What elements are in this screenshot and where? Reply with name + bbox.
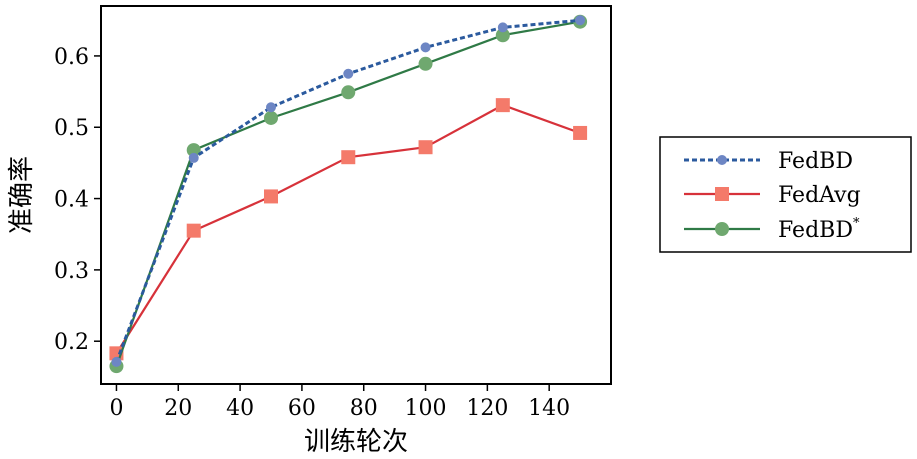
legend-marker-swatch (715, 222, 729, 236)
axis-ticks: 0 20 40 60 80 100 120 140 0.2 0.3 0.4 0.5 0.6 (54, 45, 570, 421)
legend-label-text: FedBD (778, 149, 853, 174)
data-point (343, 68, 354, 79)
series-line (115, 103, 581, 354)
plot-frame (100, 5, 612, 385)
series-group (111, 15, 586, 367)
data-point (341, 150, 356, 165)
y-tick-label: 0.3 (54, 259, 89, 284)
x-tick-label: 100 (405, 396, 447, 421)
data-point (495, 98, 510, 113)
data-point (264, 110, 278, 125)
legend-marker-swatch (715, 187, 729, 201)
data-point (266, 102, 276, 113)
legend-item: FedAvg (684, 183, 861, 208)
x-tick-label: 80 (350, 396, 378, 421)
y-axis-title: 准确率 (7, 156, 37, 234)
data-point (573, 125, 588, 140)
legend-label: FedBD (778, 149, 853, 174)
x-axis-title: 训练轮次 (304, 427, 408, 457)
data-point (497, 22, 508, 33)
data-point (188, 152, 199, 163)
x-tick-label: 60 (288, 396, 316, 421)
data-point (495, 28, 510, 43)
data-point (420, 42, 431, 53)
data-point (111, 356, 122, 367)
data-point (186, 223, 201, 238)
series-layer (109, 14, 588, 374)
data-point (341, 85, 356, 100)
series-group (109, 98, 588, 361)
y-tick-label: 0.2 (54, 330, 89, 355)
legend-label-superscript: * (853, 216, 860, 231)
y-tick-label: 0.6 (54, 45, 89, 70)
data-point (418, 56, 433, 71)
legend-item: FedBD (684, 149, 853, 174)
legend-label: FedAvg (778, 183, 861, 208)
legend-label-text: FedBD (778, 218, 853, 243)
y-tick-label: 0.4 (54, 188, 89, 213)
x-tick-label: 20 (164, 396, 192, 421)
legend-item: FedBD* (684, 216, 860, 243)
data-point (264, 189, 278, 204)
x-tick-label: 140 (528, 396, 570, 421)
y-tick-label: 0.5 (54, 116, 89, 141)
x-tick-label: 0 (109, 396, 123, 421)
data-point (186, 143, 201, 158)
legend-label-text: FedAvg (778, 183, 861, 208)
x-tick-label: 120 (466, 396, 508, 421)
data-point (575, 15, 586, 26)
data-point (418, 140, 433, 155)
legend-label: FedBD* (778, 216, 860, 243)
legend-marker-swatch (717, 155, 727, 165)
x-tick-label: 40 (226, 396, 254, 421)
